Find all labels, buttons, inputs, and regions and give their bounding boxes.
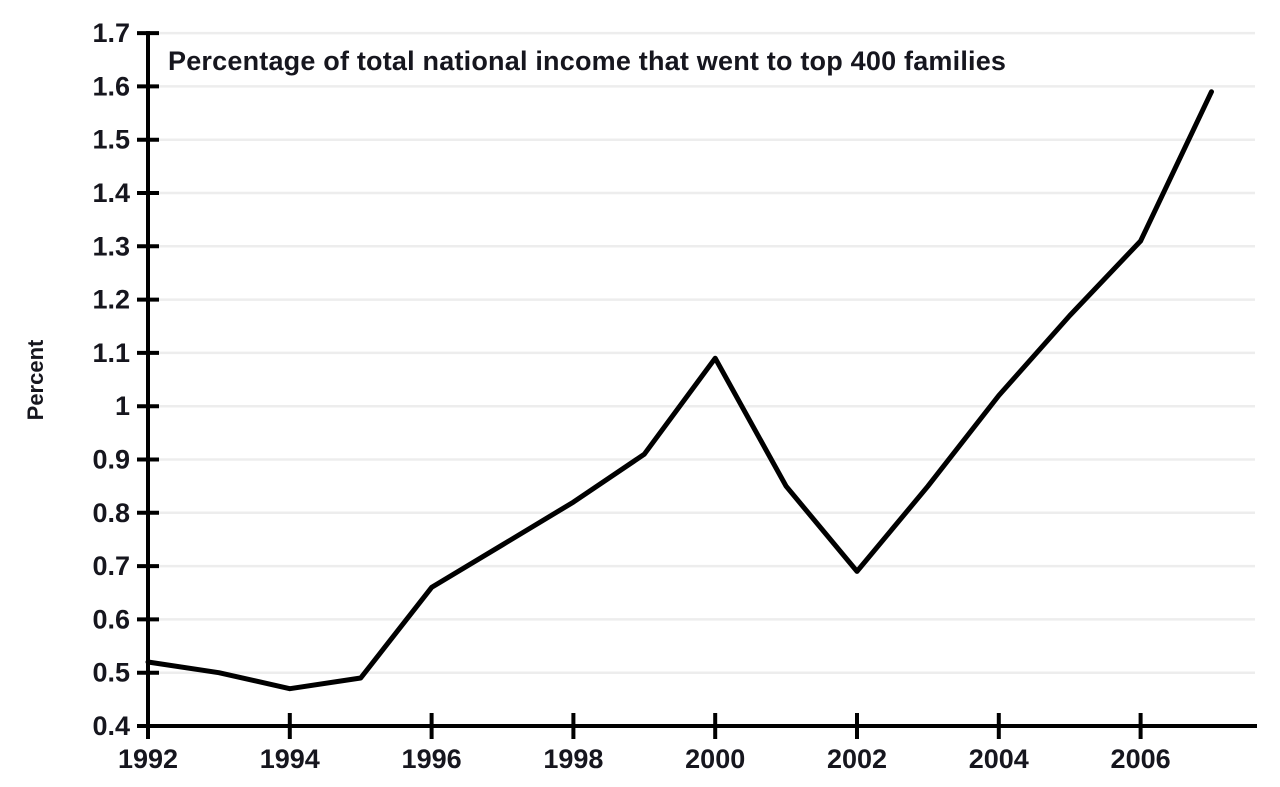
x-tick-label: 1994 [260,744,320,774]
y-tick-label: 1.1 [92,338,130,368]
chart-title: Percentage of total national income that… [168,46,1007,76]
x-tick-label: 2002 [827,744,887,774]
y-tick-label: 1.6 [92,71,130,101]
y-tick-label: 0.6 [92,604,130,634]
y-tick-label: 1.3 [92,231,130,261]
data-series-line [145,89,1214,692]
y-tick-label: 0.8 [92,498,130,528]
x-tick-label: 2000 [685,744,745,774]
x-tick-label: 1996 [402,744,462,774]
x-tick-label: 1992 [118,744,178,774]
y-tick-label: 1.5 [92,125,130,155]
x-tick-label: 2004 [969,744,1029,774]
x-tick-label: 1998 [543,744,603,774]
y-tick-label: 1.4 [92,178,130,208]
y-tick-label: 1 [115,391,130,421]
y-tick-label: 0.7 [92,551,130,581]
y-tick-label: 1.7 [92,18,130,48]
x-tick-label: 2006 [1111,744,1171,774]
y-tick-label: 0.5 [92,658,130,688]
y-tick-label: 0.4 [92,711,130,741]
y-tick-label: 0.9 [92,445,130,475]
y-tick-label: 1.2 [92,285,130,315]
